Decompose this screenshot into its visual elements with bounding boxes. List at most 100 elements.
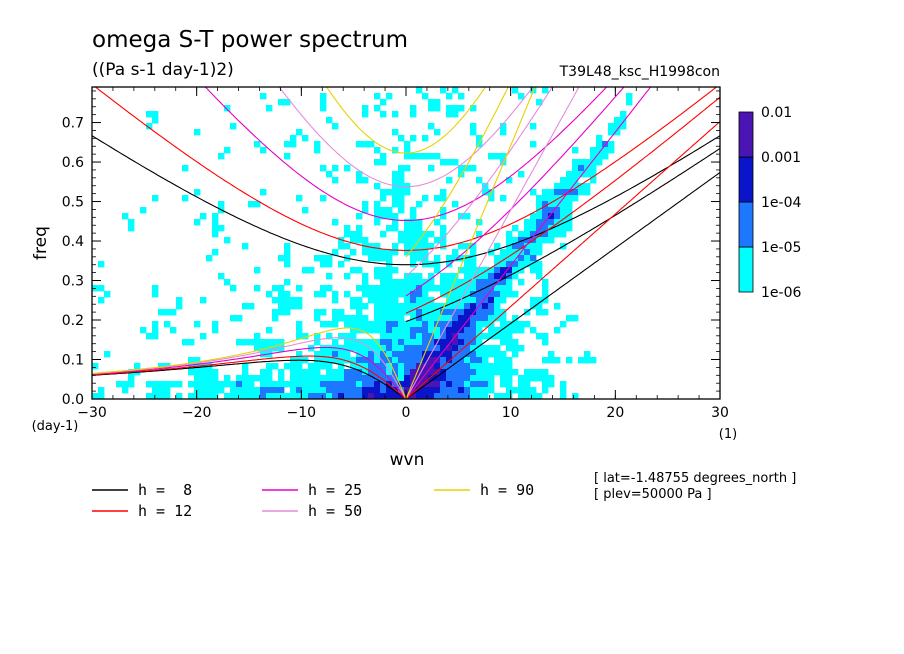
power-cell (530, 327, 537, 334)
power-cell (404, 387, 411, 394)
power-cell (338, 363, 345, 370)
power-cell (254, 345, 261, 352)
power-cell (398, 195, 405, 202)
power-cell (344, 339, 351, 346)
power-cell (446, 297, 453, 304)
power-cell (392, 147, 399, 154)
power-cell (500, 153, 507, 160)
power-cell (434, 219, 441, 226)
power-cell (398, 357, 405, 364)
power-cell (254, 339, 261, 346)
power-cell (260, 345, 267, 352)
power-cell (398, 279, 405, 286)
power-cell (416, 231, 423, 238)
power-cell (392, 351, 399, 358)
power-cell (296, 387, 303, 394)
power-cell (374, 303, 381, 310)
y-axis-unit: (day-1) (32, 419, 79, 434)
power-cell (128, 375, 135, 382)
power-cell (392, 339, 399, 346)
power-cell (524, 255, 531, 262)
power-cell (452, 273, 459, 280)
power-cell (542, 309, 549, 316)
power-cell (440, 351, 447, 358)
power-cell (356, 309, 363, 316)
dispersion-curve (278, 87, 534, 188)
power-cell (500, 285, 507, 292)
power-cell (260, 369, 267, 376)
power-cell (452, 249, 459, 256)
power-cell (320, 351, 327, 358)
power-cell (344, 273, 351, 280)
power-cell (410, 339, 417, 346)
power-cell (332, 387, 339, 394)
power-cell (392, 249, 399, 256)
power-cell (194, 375, 201, 382)
power-cell (470, 321, 477, 328)
power-cell (374, 315, 381, 322)
power-cell (530, 213, 537, 220)
power-cell (224, 393, 231, 399)
power-cell (416, 327, 423, 334)
power-cell (380, 195, 387, 202)
power-cell (302, 135, 309, 142)
power-cell (398, 165, 405, 172)
power-cell (344, 387, 351, 394)
power-cell (566, 171, 573, 178)
power-cell (164, 393, 171, 399)
power-cell (356, 213, 363, 220)
power-cell (362, 237, 369, 244)
power-cell (446, 159, 453, 166)
power-cell (458, 291, 465, 298)
dispersion-curve (92, 327, 407, 399)
power-cell (302, 381, 309, 388)
power-cell (620, 123, 627, 130)
power-cell (524, 243, 531, 250)
power-cell (380, 309, 387, 316)
power-cell (200, 297, 207, 304)
power-cell (344, 393, 351, 399)
power-cell (530, 369, 537, 376)
power-cell (350, 267, 357, 274)
power-cell (494, 363, 501, 370)
power-cell (296, 195, 303, 202)
colorbar-label: 0.001 (761, 150, 801, 166)
power-cell (320, 99, 327, 106)
power-cell (380, 333, 387, 340)
power-cell (476, 387, 483, 394)
power-cell (452, 255, 459, 262)
power-cell (368, 321, 375, 328)
power-cell (356, 225, 363, 232)
power-cell (416, 153, 423, 160)
power-cell (386, 387, 393, 394)
power-cell (284, 279, 291, 286)
power-cell (350, 297, 357, 304)
power-cell (350, 375, 357, 382)
power-cell (296, 327, 303, 334)
power-cell (380, 99, 387, 106)
power-cell (482, 279, 489, 286)
power-cell (530, 387, 537, 394)
power-cell (230, 381, 237, 388)
power-cell (548, 195, 555, 202)
power-cell (194, 219, 201, 226)
power-cell (602, 147, 609, 154)
power-cell (320, 387, 327, 394)
power-cell (590, 357, 597, 364)
power-cell (500, 159, 507, 166)
power-cell (296, 375, 303, 382)
power-cell (146, 393, 153, 399)
power-cell (554, 327, 561, 334)
power-cell (482, 189, 489, 196)
power-cell (386, 249, 393, 256)
power-cell (470, 375, 477, 382)
power-cell (416, 345, 423, 352)
power-cell (350, 363, 357, 370)
power-cell (290, 141, 297, 148)
power-cell (404, 321, 411, 328)
power-cell (434, 315, 441, 322)
power-cell (584, 171, 591, 178)
power-cell (386, 213, 393, 220)
power-cell (446, 255, 453, 262)
power-cell (194, 321, 201, 328)
